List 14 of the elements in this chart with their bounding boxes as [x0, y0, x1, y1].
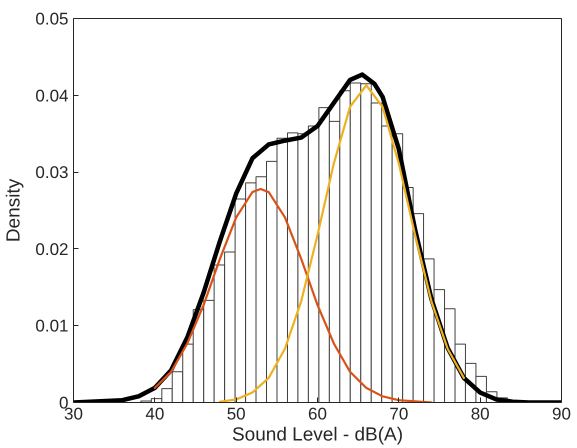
x-axis-title: Sound Level - dB(A) [232, 424, 404, 446]
y-tick-label: 0.05 [35, 10, 69, 28]
x-tick-label: 60 [308, 404, 327, 424]
y-tick-label: 0.02 [35, 240, 69, 259]
y-tick-label: 0.04 [35, 86, 69, 106]
y-axis-title: Density [3, 178, 24, 242]
x-tick-label: 70 [389, 404, 408, 424]
x-tick-label: 50 [226, 404, 246, 424]
line-series [154, 188, 432, 402]
x-tick-label: 80 [470, 404, 490, 424]
x-tick-label: 40 [145, 404, 164, 424]
y-tick-label: 0.01 [35, 316, 69, 336]
x-tick-label: 90 [552, 404, 571, 424]
y-tick-label: 0.03 [35, 163, 69, 182]
